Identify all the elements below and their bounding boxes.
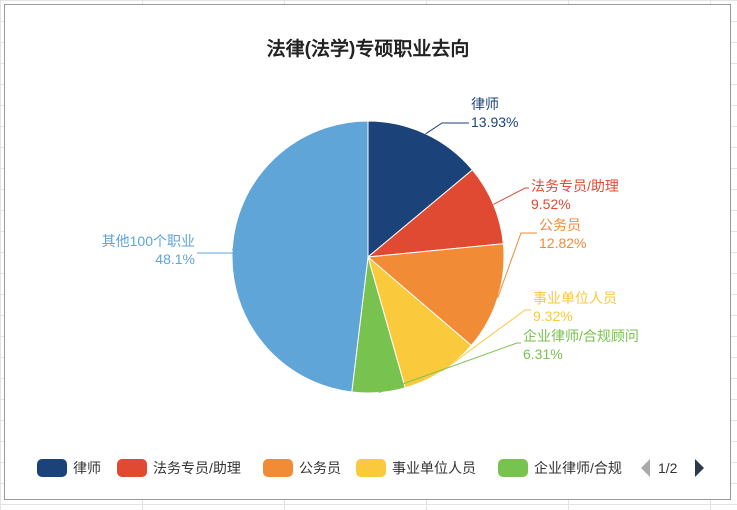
label-line — [425, 122, 469, 135]
slice-value-label: 9.32% — [533, 308, 573, 324]
legend-item[interactable]: 法务专员/助理 — [117, 459, 241, 477]
legend-swatch — [498, 459, 528, 477]
legend-swatch — [37, 459, 67, 477]
slice-label: 公务员 — [539, 217, 581, 233]
slice-label: 事业单位人员 — [533, 290, 617, 306]
chart-title: 法律(法学)专硕职业去向 — [267, 37, 470, 60]
label-line — [378, 342, 521, 394]
legend-label: 企业律师/合规 — [534, 460, 622, 476]
pie-chart: 法律(法学)专硕职业去向 律师 13.93% 法务专员/助理 9.52% 公务员 12.8… — [37, 37, 704, 477]
legend-swatch — [356, 459, 386, 477]
legend-item[interactable]: 公务员 — [263, 459, 341, 477]
slice-value-label: 48.1% — [155, 251, 195, 267]
legend: 律师 法务专员/助理 公务员 事业单位人员 企业律师/合规 — [37, 459, 622, 477]
legend-page: 1/2 — [658, 460, 678, 476]
label-line — [441, 309, 531, 372]
legend-label: 法务专员/助理 — [153, 460, 241, 476]
legend-label: 律师 — [73, 460, 101, 476]
label-line — [197, 248, 239, 254]
legend-swatch — [117, 459, 147, 477]
slice-label: 法务专员/助理 — [531, 178, 619, 194]
slice-label: 企业律师/合规顾问 — [523, 328, 639, 344]
legend-item[interactable]: 企业律师/合规 — [498, 459, 622, 477]
legend-item[interactable]: 事业单位人员 — [356, 459, 476, 477]
pie-slice[interactable] — [231, 120, 369, 393]
legend-label: 事业单位人员 — [392, 460, 476, 476]
label-line — [497, 232, 537, 299]
slice-value-label: 9.52% — [531, 196, 571, 212]
legend-item[interactable]: 律师 — [37, 459, 101, 477]
legend-next-icon[interactable] — [695, 459, 704, 477]
pie-slice[interactable] — [366, 169, 504, 258]
pie-slice[interactable] — [367, 120, 474, 259]
legend-swatch — [263, 459, 293, 477]
legend-label: 公务员 — [299, 460, 341, 476]
slice-label: 律师 — [471, 96, 499, 112]
slice-value-label: 12.82% — [539, 235, 586, 251]
pie-slice[interactable] — [366, 243, 505, 347]
slice-value-label: 13.93% — [471, 114, 518, 130]
slice-label: 其他100个职业 — [102, 233, 195, 249]
slice-value-label: 6.31% — [523, 346, 563, 362]
label-line — [493, 187, 529, 205]
chart-area: 法律(法学)专硕职业去向 律师 13.93% 法务专员/助理 9.52% 公务员 12.8… — [4, 4, 731, 500]
legend-prev-icon[interactable] — [641, 459, 650, 477]
